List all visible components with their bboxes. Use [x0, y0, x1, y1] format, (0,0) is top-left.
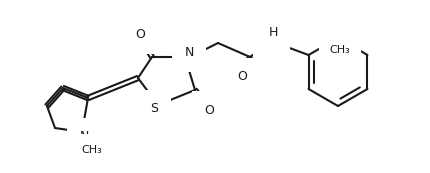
Text: H: H: [265, 30, 275, 43]
Text: CH₃: CH₃: [82, 145, 102, 155]
Text: N: N: [268, 37, 278, 49]
Text: H: H: [268, 26, 278, 39]
Text: O: O: [237, 71, 247, 84]
Text: CH₃: CH₃: [330, 45, 350, 55]
Text: O: O: [135, 29, 145, 42]
Text: S: S: [150, 102, 158, 116]
Text: N: N: [79, 130, 89, 143]
Text: O: O: [204, 103, 214, 116]
Text: N: N: [184, 47, 194, 60]
